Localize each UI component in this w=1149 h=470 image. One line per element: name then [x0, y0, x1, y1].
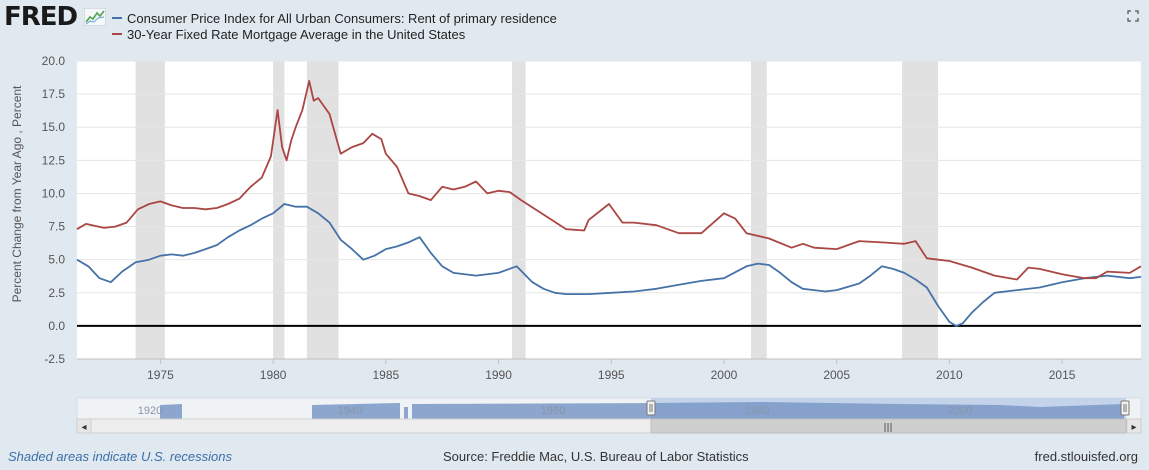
- legend-swatch: [112, 33, 122, 35]
- legend-item-rent-cpi[interactable]: Consumer Price Index for All Urban Consu…: [112, 10, 557, 26]
- fullscreen-expand-icon[interactable]: [1127, 10, 1139, 22]
- navigator-year-label: 1960: [541, 405, 565, 417]
- site-link[interactable]: fred.stlouisfed.org: [1034, 449, 1138, 464]
- navigator-area: [160, 402, 1124, 419]
- y-axis-label: Percent Change from Year Ago , Percent: [10, 85, 24, 302]
- scroll-right-button[interactable]: [1126, 418, 1142, 434]
- y-tick-label: 2.5: [48, 286, 65, 300]
- x-tick-label: 2005: [823, 368, 850, 382]
- scroll-left-button[interactable]: [76, 418, 92, 434]
- handle-body: [1120, 400, 1130, 416]
- recession-band: [273, 61, 285, 359]
- scroll-right-arrow-icon: ▸: [1131, 422, 1136, 433]
- legend: Consumer Price Index for All Urban Consu…: [112, 10, 557, 42]
- x-tick-label: 2015: [1049, 368, 1076, 382]
- recession-band: [902, 61, 939, 359]
- fred-logo[interactable]: FRED: [4, 2, 78, 32]
- y-tick-label: 7.5: [48, 220, 65, 234]
- x-tick-label: 1995: [598, 368, 625, 382]
- recession-note: Shaded areas indicate U.S. recessions: [8, 449, 233, 464]
- plot-area: [77, 61, 1141, 359]
- scrollbar-grip: |||: [883, 423, 892, 433]
- navigator-right-handle[interactable]: [1120, 400, 1130, 416]
- x-tick-label: 1975: [147, 368, 174, 382]
- legend-item-mortgage-rate[interactable]: 30-Year Fixed Rate Mortgage Average in t…: [112, 26, 557, 42]
- series-line-mortgage-rate: [76, 80, 1142, 281]
- handle-body: [646, 400, 656, 416]
- navigator-year-label: 2000: [948, 405, 972, 417]
- scrollbar-thumb[interactable]: [650, 418, 1127, 434]
- legend-swatch: [112, 17, 122, 19]
- series-line-rent-cpi: [76, 203, 1142, 327]
- navigator-year-label: 1920: [138, 405, 162, 417]
- recession-band: [135, 61, 165, 359]
- x-tick-label: 1980: [260, 368, 287, 382]
- y-tick-label: 10.0: [42, 186, 66, 200]
- y-tick-label: 5.0: [48, 253, 65, 267]
- y-tick-label: 15.0: [42, 120, 66, 134]
- y-tick-label: 17.5: [42, 87, 66, 101]
- recession-band: [751, 61, 767, 359]
- navigator-year-label: 1980: [745, 405, 769, 417]
- scroll-left-arrow-icon: ◂: [81, 422, 86, 433]
- chart: Percent Change from Year Ago , Percent -…: [10, 54, 1142, 434]
- source-note: Source: Freddie Mac, U.S. Bureau of Labo…: [443, 449, 749, 464]
- x-tick-label: 2000: [711, 368, 738, 382]
- y-tick-label: -2.5: [44, 352, 65, 366]
- navigator-year-label: 1940: [338, 405, 362, 417]
- y-tick-label: 0.0: [48, 319, 65, 333]
- legend-label: Consumer Price Index for All Urban Consu…: [127, 10, 557, 26]
- y-tick-label: 20.0: [42, 54, 66, 68]
- recession-band: [512, 61, 526, 359]
- x-tick-label: 2010: [936, 368, 963, 382]
- x-tick-label: 1990: [485, 368, 512, 382]
- y-tick-label: 12.5: [42, 153, 66, 167]
- legend-label: 30-Year Fixed Rate Mortgage Average in t…: [127, 26, 466, 42]
- navigator-left-handle[interactable]: [646, 400, 656, 416]
- fred-line-graph-icon: [84, 8, 106, 26]
- x-tick-label: 1985: [372, 368, 399, 382]
